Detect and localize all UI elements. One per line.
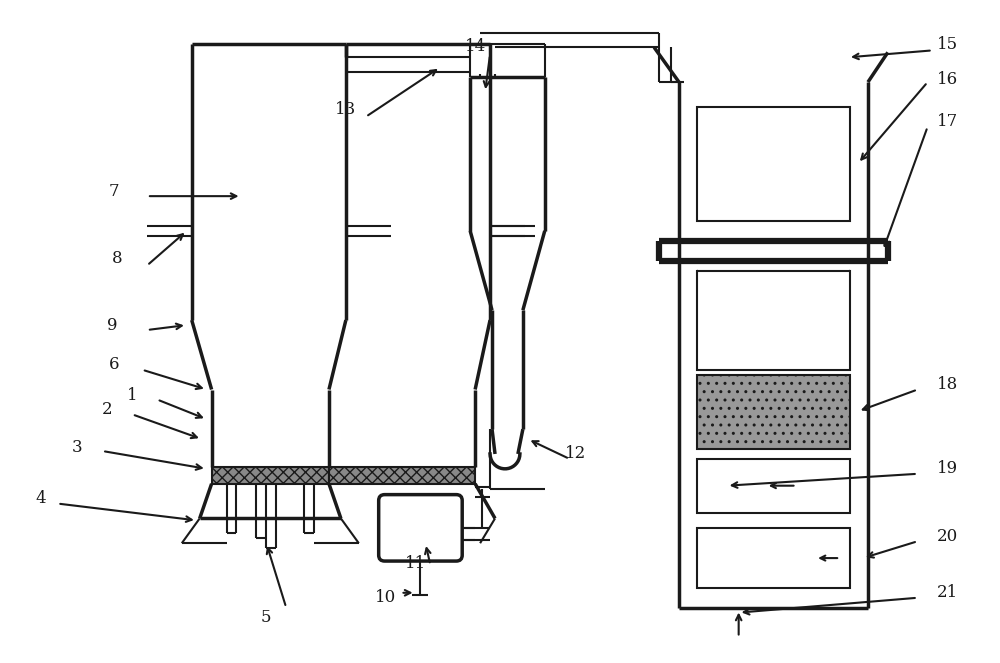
FancyBboxPatch shape bbox=[379, 495, 462, 561]
Bar bbox=[697, 459, 850, 513]
Text: 20: 20 bbox=[937, 528, 958, 545]
Text: 3: 3 bbox=[72, 438, 83, 455]
Text: 7: 7 bbox=[109, 183, 119, 200]
Bar bbox=[212, 467, 329, 484]
Bar bbox=[697, 528, 850, 588]
Text: 6: 6 bbox=[109, 356, 119, 373]
Text: 1: 1 bbox=[127, 387, 137, 404]
Text: 18: 18 bbox=[937, 376, 958, 393]
Bar bbox=[697, 107, 850, 221]
Text: 8: 8 bbox=[112, 250, 122, 267]
Text: 10: 10 bbox=[375, 589, 396, 606]
Bar bbox=[329, 467, 475, 484]
Text: 4: 4 bbox=[35, 490, 46, 507]
Text: 5: 5 bbox=[261, 609, 272, 626]
Text: 19: 19 bbox=[937, 460, 958, 477]
Bar bbox=[697, 375, 850, 449]
Text: 21: 21 bbox=[937, 584, 958, 601]
Text: 12: 12 bbox=[565, 446, 586, 463]
Text: 17: 17 bbox=[937, 113, 958, 130]
Text: 15: 15 bbox=[937, 36, 958, 53]
Text: 13: 13 bbox=[335, 101, 356, 119]
Text: 14: 14 bbox=[465, 38, 486, 55]
Bar bbox=[697, 271, 850, 370]
Text: 2: 2 bbox=[102, 401, 113, 418]
Text: 16: 16 bbox=[937, 71, 958, 88]
Text: 9: 9 bbox=[107, 316, 117, 333]
Text: 11: 11 bbox=[405, 554, 426, 572]
